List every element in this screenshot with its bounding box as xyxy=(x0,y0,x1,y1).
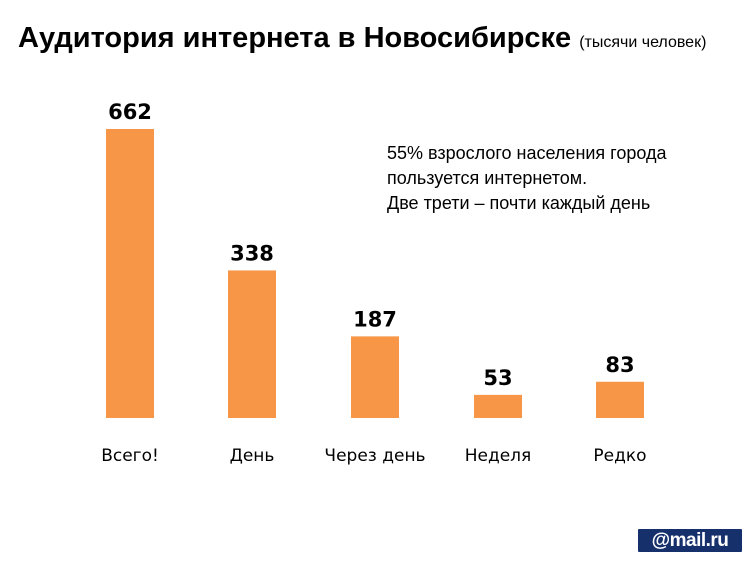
category-label-2: День xyxy=(230,446,275,466)
data-label-5: 83 xyxy=(605,353,634,377)
category-label-3: Через день xyxy=(324,446,425,466)
logo-text: @mail.ru xyxy=(651,530,729,551)
data-label-2: 338 xyxy=(230,241,274,265)
mailru-logo: @mail.ru xyxy=(638,529,742,552)
category-label-5: Редко xyxy=(593,446,646,466)
bar-5 xyxy=(596,381,644,418)
bar-2 xyxy=(228,270,276,418)
annotation-line: 55% взрослого населения города xyxy=(387,143,667,163)
category-label-1: Всего! xyxy=(101,446,159,466)
bar-3 xyxy=(351,336,399,418)
data-label-1: 662 xyxy=(108,100,152,124)
data-label-3: 187 xyxy=(353,307,397,331)
bar-4 xyxy=(474,394,522,418)
bar-1 xyxy=(106,129,154,418)
chart-subtitle: (тысячи человек) xyxy=(579,34,707,51)
chart-title: Аудитория интернета в Новосибирске xyxy=(18,22,572,54)
category-label-4: Неделя xyxy=(465,446,532,466)
annotation: 55% взрослого населения города пользуетс… xyxy=(387,141,737,216)
annotation-line: Две трети – почти каждый день xyxy=(387,193,651,213)
data-label-4: 53 xyxy=(483,366,512,390)
title-row: Аудитория интернета в Новосибирске (тысяч… xyxy=(18,22,706,55)
annotation-line: пользуется интернетом. xyxy=(387,168,588,188)
